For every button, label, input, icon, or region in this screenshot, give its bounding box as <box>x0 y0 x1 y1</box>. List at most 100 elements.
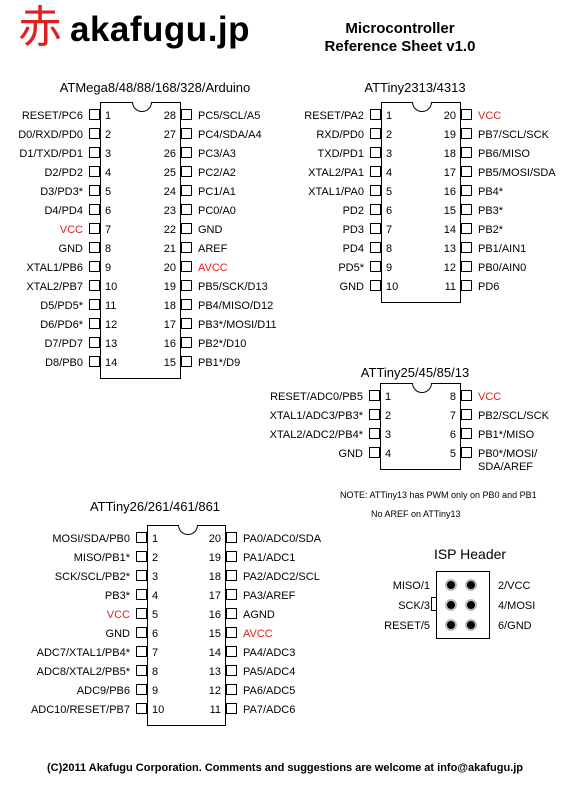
pin-pad <box>89 128 100 139</box>
pin-number: 21 <box>163 243 176 255</box>
pin-pad <box>370 204 381 215</box>
pin-label: ADC7/XTAL1/PB4* <box>36 647 130 659</box>
isp-pin-label-right: 6/GND <box>498 620 532 632</box>
pin-number: 9 <box>386 262 393 274</box>
pin-label: PB1/AIN1 <box>478 243 527 255</box>
pin-number: 12 <box>208 685 221 697</box>
pin-pad <box>136 551 147 562</box>
pin-number: 4 <box>105 167 112 179</box>
note-line2: No AREF on ATTiny13 <box>371 509 461 519</box>
pin-label: RESET/PC6 <box>21 110 83 122</box>
pin-pad <box>89 185 100 196</box>
pin-pad <box>181 261 192 272</box>
isp-pin-label-right: 4/MOSI <box>498 600 536 612</box>
pin-label: PB5/MOSI/SDA <box>478 167 556 179</box>
pin-number: 18 <box>443 148 456 160</box>
pin-number: 5 <box>449 448 456 460</box>
pin-pad <box>89 109 100 120</box>
pin-number: 7 <box>152 647 159 659</box>
pin-pad <box>181 318 192 329</box>
pin-pad <box>181 280 192 291</box>
pin-pad <box>461 390 472 401</box>
pin-label: GND <box>58 243 83 255</box>
pin-number: 26 <box>163 148 176 160</box>
pin-number: 15 <box>443 205 456 217</box>
pin-number: 20 <box>163 262 176 274</box>
chip-body <box>381 102 461 303</box>
pin-pad <box>370 128 381 139</box>
isp-pin-label-right: 2/VCC <box>498 580 531 592</box>
pin-number: 2 <box>385 410 392 422</box>
pin-number: 1 <box>152 533 159 545</box>
pin-number: 8 <box>152 666 159 678</box>
pin-number: 27 <box>163 129 176 141</box>
pin-label: ADC8/XTAL2/PB5* <box>36 666 130 678</box>
chip-title: ATTiny2313/4313 <box>364 80 466 95</box>
pin-pad <box>226 532 237 543</box>
pin-pad <box>226 570 237 581</box>
pin-label: PA3/AREF <box>243 590 296 602</box>
pin-label: PD6 <box>478 281 500 293</box>
pin-label: PB2/SCL/SCK <box>478 410 549 422</box>
pin-number: 8 <box>386 243 393 255</box>
pin-label: PA4/ADC3 <box>243 647 296 659</box>
pin-label: VCC <box>106 609 130 621</box>
pin-pad <box>370 185 381 196</box>
pin-number: 6 <box>152 628 159 640</box>
pin-number: 16 <box>163 338 176 350</box>
chip-title: ATMega8/48/88/168/328/Arduino <box>59 80 251 95</box>
pin-number: 3 <box>385 429 392 441</box>
pin-number: 13 <box>208 666 221 678</box>
pin-label: PD3 <box>342 224 364 236</box>
pin-number: 10 <box>386 281 399 293</box>
pin-label: XTAL1/PB6 <box>26 262 83 274</box>
isp-pin-label-left: SCK/3 <box>398 600 430 612</box>
chip-notch <box>131 102 152 112</box>
pin-label: PB6/MISO <box>478 148 530 160</box>
pin-number: 12 <box>105 319 118 331</box>
pin-pad <box>181 109 192 120</box>
pin-label: D4/PD4 <box>44 205 83 217</box>
pin-label: VCC <box>478 391 502 403</box>
pin-pad <box>226 684 237 695</box>
pin-label: AVCC <box>198 262 228 274</box>
pin-number: 14 <box>443 224 456 236</box>
pin-number: 10 <box>152 704 165 716</box>
pin-pad <box>226 627 237 638</box>
pin-label: ADC9/PB6 <box>76 685 130 697</box>
pin-pad <box>181 204 192 215</box>
pin-number: 5 <box>105 186 112 198</box>
pin-label: D0/RXD/PD0 <box>18 129 83 141</box>
pin-pad <box>136 684 147 695</box>
pin-number: 4 <box>385 448 392 460</box>
pin-number: 1 <box>385 391 392 403</box>
pin-pad <box>461 261 472 272</box>
pin-pad <box>461 280 472 291</box>
pin-pad <box>369 447 380 458</box>
logo-kanji: 赤 <box>18 2 62 53</box>
footer: (C)2011 Akafugu Corporation. Comments an… <box>46 762 524 774</box>
pin-pad <box>89 223 100 234</box>
pin-label: D3/PD3* <box>40 186 83 198</box>
pin-number: 14 <box>208 647 221 659</box>
pin-pad <box>461 223 472 234</box>
pin-number: 6 <box>449 429 456 441</box>
pin-label: PB7/SCL/SCK <box>478 129 549 141</box>
chip-title: ATTiny26/261/461/861 <box>89 499 221 514</box>
pin-number: 23 <box>163 205 176 217</box>
pin-number: 14 <box>105 357 118 369</box>
pin-label: XTAL2/PB7 <box>26 281 83 293</box>
pin-pad <box>370 147 381 158</box>
pin-pad <box>461 242 472 253</box>
pin-label: D1/TXD/PD1 <box>19 148 83 160</box>
pin-number: 15 <box>208 628 221 640</box>
pin-label: AGND <box>243 609 275 621</box>
pin-pad <box>136 665 147 676</box>
pin-label: PA2/ADC2/SCL <box>243 571 320 583</box>
pin-pad <box>181 356 192 367</box>
pin-number: 22 <box>163 224 176 236</box>
pin-pad <box>369 409 380 420</box>
pin-pad <box>226 703 237 714</box>
pin-label: TXD/PD1 <box>317 148 364 160</box>
pin-label: PA7/ADC6 <box>243 704 296 716</box>
